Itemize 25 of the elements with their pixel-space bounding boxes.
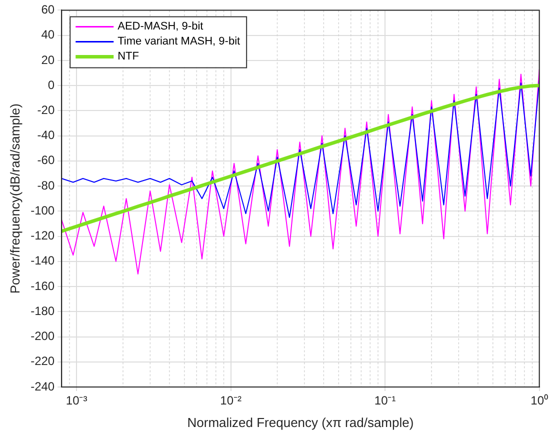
- y-tick-label: -100: [30, 203, 55, 218]
- x-tick-label: 10⁻²: [220, 394, 242, 408]
- y-tick-label: 0: [48, 78, 55, 92]
- y-tick-label: -60: [37, 153, 55, 168]
- y-tick-label: -180: [30, 304, 55, 318]
- y-tick-label: -200: [30, 329, 55, 344]
- y-tick-label: -40: [37, 128, 55, 142]
- legend-label: Time variant MASH, 9-bit: [118, 36, 240, 48]
- y-tick-label: -140: [30, 254, 55, 268]
- x-tick-label: 10⁻³: [66, 394, 88, 408]
- y-tick-label: 60: [41, 2, 55, 17]
- x-axis-title: Normalized Frequency (xπ rad/sample): [187, 414, 414, 430]
- y-tick-label: -20: [37, 102, 55, 117]
- legend-label: NTF: [118, 50, 140, 63]
- legend-label: AED-MASH, 9-bit: [118, 20, 204, 33]
- y-tick-label: 20: [41, 52, 55, 67]
- x-tick-label: 10⁰: [530, 394, 548, 408]
- x-tick-label: 10⁻¹: [374, 394, 396, 408]
- y-tick-label: -160: [30, 278, 55, 293]
- y-axis-title: Power/frequency(dB/rad/sample): [7, 104, 22, 294]
- y-tick-label: -220: [30, 354, 55, 368]
- y-tick-label: -240: [30, 379, 55, 394]
- y-tick-label: -80: [37, 178, 55, 192]
- y-tick-label: 40: [41, 28, 55, 42]
- y-tick-label: -120: [30, 228, 55, 243]
